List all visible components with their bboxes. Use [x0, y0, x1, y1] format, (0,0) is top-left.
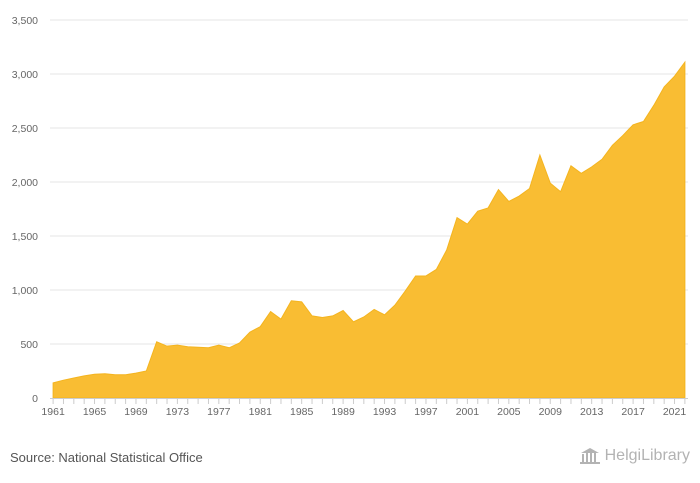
y-axis: 0 500 1,000 1,500 2,000 2,500 3,000 3,500 — [12, 15, 38, 405]
x-tick-label: 1993 — [373, 406, 397, 418]
y-tick-label: 3,500 — [12, 15, 38, 27]
source-note: Source: National Statistical Office — [10, 450, 203, 465]
x-tick-label: 1981 — [249, 406, 273, 418]
library-building-icon — [579, 447, 601, 465]
brand-logo[interactable]: HelgiLibrary — [579, 447, 690, 465]
x-tick-label: 1961 — [41, 406, 65, 418]
y-tick-label: 0 — [32, 393, 38, 405]
y-tick-label: 2,500 — [12, 123, 38, 135]
x-tick-label: 1965 — [83, 406, 107, 418]
x-tick-label: 1973 — [166, 406, 190, 418]
y-tick-label: 500 — [20, 339, 38, 351]
y-tick-label: 1,500 — [12, 231, 38, 243]
y-tick-label: 2,000 — [12, 177, 38, 189]
x-tick-label: 1985 — [290, 406, 314, 418]
series-area — [52, 60, 686, 399]
plot-area — [52, 60, 686, 399]
x-axis: 1961 1965 1969 1973 1977 1981 1985 1989 1993 1997… — [41, 398, 688, 418]
x-tick-label: 2017 — [621, 406, 645, 418]
x-tick-label: 2005 — [497, 406, 521, 418]
x-tick-label: 2009 — [539, 406, 563, 418]
x-tick-label: 2013 — [580, 406, 604, 418]
x-tick-label: 1997 — [414, 406, 438, 418]
x-tick-label: 1969 — [124, 406, 148, 418]
brand-name: HelgiLibrary — [604, 447, 690, 464]
x-tick-label: 1989 — [331, 406, 355, 418]
gridlines — [50, 19, 688, 345]
x-tick-label: 1977 — [207, 406, 231, 418]
y-tick-label: 3,000 — [12, 69, 38, 81]
chart-footer: Source: National Statistical Office Helg… — [0, 440, 700, 483]
x-tick-label: 2001 — [456, 406, 480, 418]
x-tick-label: 2021 — [663, 406, 687, 418]
y-tick-label: 1,000 — [12, 285, 38, 297]
area-chart: 1961 1965 1969 1973 1977 1981 1985 1989 1993 1997… — [12, 15, 688, 418]
